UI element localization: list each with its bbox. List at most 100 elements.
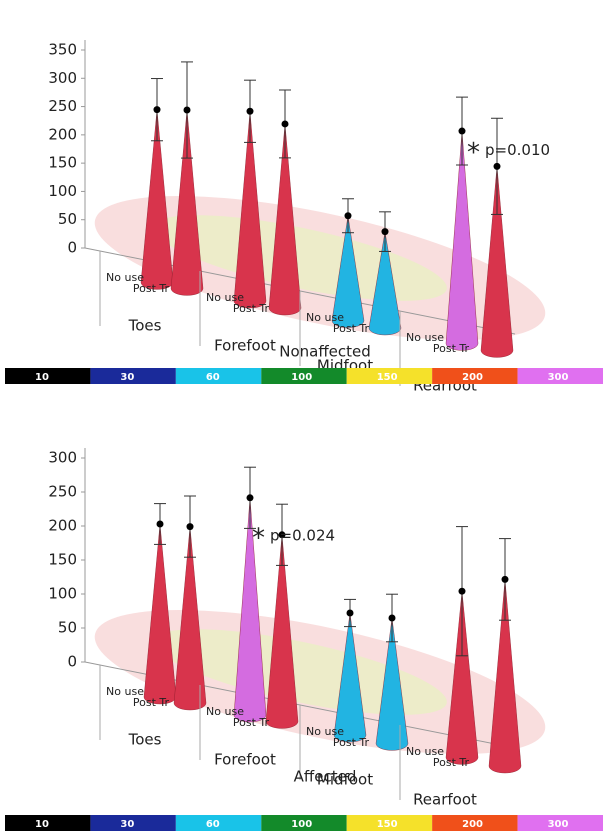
category-label: No use xyxy=(106,685,144,698)
category-label: Post Tr xyxy=(133,282,170,295)
mean-dot xyxy=(183,106,191,114)
foot-map xyxy=(153,629,447,715)
mean-dot xyxy=(346,609,354,617)
colorbar-swatch xyxy=(517,368,603,384)
colorbar-swatch xyxy=(5,368,91,384)
colorbar-swatch xyxy=(175,368,262,384)
mean-dot xyxy=(381,228,389,236)
y-tick-label: 350 xyxy=(48,41,77,59)
x-axis-label: Affected xyxy=(294,768,357,786)
cone xyxy=(170,109,204,296)
mean-dot xyxy=(156,520,164,528)
colorbar-label: 10 xyxy=(35,372,49,383)
category-label: Post Tr xyxy=(433,756,470,769)
colorbar-label: 300 xyxy=(548,819,569,830)
colorbar-swatch xyxy=(5,815,91,831)
cone xyxy=(333,612,367,743)
foot-map xyxy=(153,215,447,301)
category-label: No use xyxy=(306,725,344,738)
colorbar-label: 60 xyxy=(206,819,220,830)
cone xyxy=(375,617,409,751)
annotation-star: * xyxy=(252,524,265,554)
colorbar-label: 200 xyxy=(462,819,483,830)
y-tick-label: 0 xyxy=(67,653,77,671)
mean-dot xyxy=(281,120,289,128)
cone xyxy=(265,534,299,729)
category-label: No use xyxy=(206,291,244,304)
colorbar-label: 30 xyxy=(120,819,134,830)
y-tick-label: 250 xyxy=(48,97,77,115)
mean-dot xyxy=(186,523,194,531)
category-label: Post Tr xyxy=(333,736,370,749)
mean-dot xyxy=(458,587,466,595)
category-label: Post Tr xyxy=(433,342,470,355)
group-label: Toes xyxy=(128,731,162,749)
y-tick-label: 100 xyxy=(48,585,77,603)
cone xyxy=(268,123,302,316)
colorbar-label: 60 xyxy=(206,372,220,383)
colorbar-swatch xyxy=(261,368,347,384)
category-label: No use xyxy=(106,271,144,284)
group-label: Forefoot xyxy=(214,337,276,355)
colorbar-swatch xyxy=(175,815,262,831)
cone xyxy=(488,579,522,774)
category-label: No use xyxy=(406,331,444,344)
mean-dot xyxy=(246,494,254,502)
x-axis-label: Nonaffected xyxy=(279,343,371,361)
cone xyxy=(445,131,479,351)
cone xyxy=(173,526,207,711)
y-tick-label: 100 xyxy=(48,182,77,200)
y-tick-label: 200 xyxy=(48,517,77,535)
colorbar-swatch xyxy=(346,815,433,831)
mean-dot xyxy=(278,531,286,539)
y-tick-label: 0 xyxy=(67,239,77,257)
cone xyxy=(331,215,365,328)
cone xyxy=(480,166,514,358)
mean-dot xyxy=(388,614,396,622)
colorbar-swatch xyxy=(90,368,176,384)
mean-dot xyxy=(501,575,509,583)
annotation: p=0.010 xyxy=(485,141,550,159)
cone xyxy=(233,111,267,309)
cone xyxy=(368,231,402,336)
category-label: Post Tr xyxy=(133,696,170,709)
colorbar-swatch xyxy=(261,815,347,831)
y-tick-label: 150 xyxy=(48,551,77,569)
colorbar-swatch xyxy=(432,368,518,384)
group-label: Toes xyxy=(128,317,162,335)
colorbar-label: 30 xyxy=(120,372,134,383)
colorbar-swatch xyxy=(90,815,176,831)
group-label: Forefoot xyxy=(214,751,276,769)
category-label: No use xyxy=(406,745,444,758)
colorbar-label: 200 xyxy=(462,372,483,383)
group-label: Rearfoot xyxy=(413,791,477,809)
colorbar-label: 100 xyxy=(291,819,312,830)
colorbar-swatch xyxy=(346,368,433,384)
y-tick-label: 200 xyxy=(48,125,77,143)
mean-dot xyxy=(458,127,466,135)
y-tick-label: 50 xyxy=(58,619,77,637)
mean-dot xyxy=(246,107,254,115)
y-tick-label: 50 xyxy=(58,210,77,228)
colorbar-label: 150 xyxy=(377,372,398,383)
y-tick-label: 300 xyxy=(48,69,77,87)
mean-dot xyxy=(153,106,161,114)
mean-dot xyxy=(344,212,352,220)
annotation: p=0.024 xyxy=(270,527,335,545)
category-label: Post Tr xyxy=(233,302,270,315)
colorbar-label: 100 xyxy=(291,372,312,383)
group-label: Midfoot xyxy=(317,771,373,789)
colorbar-swatch xyxy=(432,815,518,831)
cone xyxy=(445,591,479,765)
y-tick-label: 250 xyxy=(48,483,77,501)
colorbar-label: 150 xyxy=(377,819,398,830)
category-label: Post Tr xyxy=(333,322,370,335)
y-tick-label: 150 xyxy=(48,154,77,172)
y-tick-label: 300 xyxy=(48,449,77,467)
annotation-star: * xyxy=(467,138,480,168)
category-label: No use xyxy=(306,311,344,324)
colorbar-swatch xyxy=(517,815,603,831)
category-label: Post Tr xyxy=(233,716,270,729)
cone xyxy=(233,497,267,723)
